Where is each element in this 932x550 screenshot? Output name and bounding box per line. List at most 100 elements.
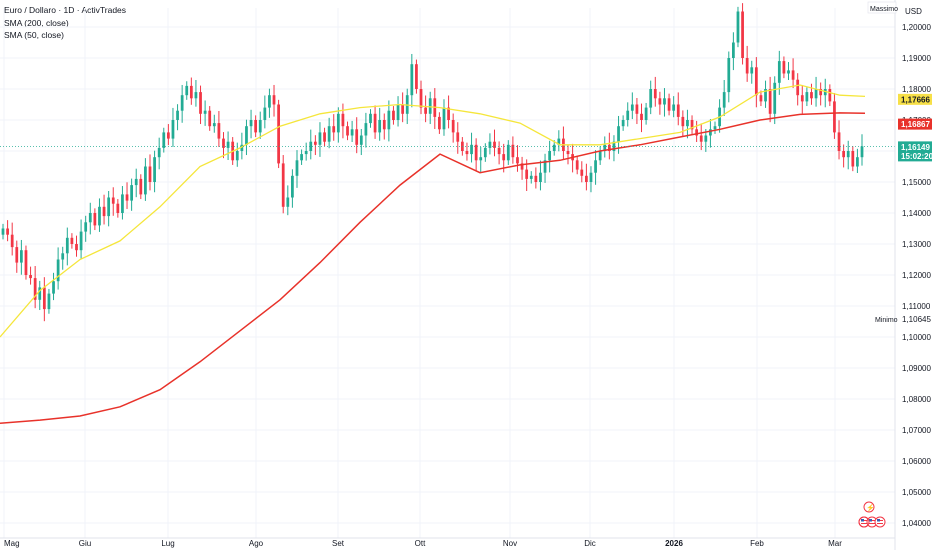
candle[interactable] [759, 95, 763, 102]
candle[interactable] [52, 281, 55, 294]
candle[interactable] [741, 11, 744, 59]
candle[interactable] [465, 151, 469, 155]
candle[interactable] [479, 157, 483, 161]
candle[interactable] [272, 95, 276, 105]
candle[interactable] [176, 110, 179, 120]
candle[interactable] [856, 157, 859, 167]
candle[interactable] [382, 120, 386, 130]
candle[interactable] [543, 160, 547, 173]
symbol-title[interactable]: Euro / Dollaro · 1D · ActivTrades [4, 5, 127, 15]
candle[interactable] [837, 132, 841, 151]
candle[interactable] [194, 92, 198, 99]
candle[interactable] [502, 154, 506, 161]
candle[interactable] [672, 104, 676, 111]
candle[interactable] [814, 89, 818, 99]
candle[interactable] [65, 237, 69, 254]
candle[interactable] [598, 151, 602, 161]
candle[interactable] [529, 175, 533, 179]
candle[interactable] [860, 146, 864, 158]
candle[interactable] [796, 79, 800, 96]
candle[interactable] [212, 123, 216, 127]
candle[interactable] [736, 11, 740, 43]
candle[interactable] [107, 197, 111, 217]
candle[interactable] [148, 166, 152, 183]
eu-flag-icon[interactable] [858, 516, 870, 528]
candle[interactable] [566, 151, 570, 155]
candle[interactable] [626, 110, 630, 120]
candle[interactable] [240, 144, 244, 151]
candle[interactable] [157, 147, 161, 158]
candle[interactable] [359, 135, 363, 145]
candle[interactable] [681, 116, 685, 127]
candle[interactable] [594, 160, 597, 173]
candle[interactable] [800, 95, 804, 102]
candle[interactable] [520, 163, 524, 170]
candle[interactable] [387, 110, 391, 130]
candle[interactable] [525, 169, 529, 179]
candle[interactable] [483, 147, 487, 158]
candle[interactable] [304, 151, 308, 155]
candle[interactable] [704, 135, 708, 142]
candle[interactable] [15, 247, 19, 263]
candle[interactable] [506, 144, 510, 161]
candle[interactable] [750, 67, 754, 74]
candle[interactable] [534, 175, 538, 182]
candle[interactable] [777, 61, 781, 83]
candle[interactable] [699, 135, 703, 142]
candle[interactable] [640, 113, 643, 120]
candle[interactable] [364, 123, 368, 136]
candle[interactable] [309, 141, 313, 151]
currency-label[interactable]: USD [905, 7, 922, 16]
candle[interactable] [851, 151, 855, 167]
candle[interactable] [787, 70, 790, 74]
candle[interactable] [419, 89, 423, 108]
candle[interactable] [585, 175, 588, 182]
candle[interactable] [189, 85, 193, 99]
candle[interactable] [378, 120, 382, 133]
candle[interactable] [203, 110, 207, 114]
candle[interactable] [1, 228, 5, 235]
candle[interactable] [424, 107, 427, 114]
candle[interactable] [313, 141, 317, 145]
candle[interactable] [369, 113, 372, 124]
candle[interactable] [199, 92, 202, 114]
candle[interactable] [516, 157, 519, 164]
candle[interactable] [222, 138, 225, 148]
candle[interactable] [153, 157, 156, 182]
candle[interactable] [185, 85, 189, 96]
candle[interactable] [410, 64, 414, 96]
us-flag-icon[interactable] [874, 516, 886, 528]
candle[interactable] [607, 144, 611, 151]
candle[interactable] [782, 61, 786, 74]
candle[interactable] [249, 120, 253, 127]
candle[interactable] [456, 132, 460, 142]
candle[interactable] [791, 70, 795, 80]
candle[interactable] [286, 197, 290, 207]
sma50-line[interactable] [0, 84, 866, 338]
candle[interactable] [732, 42, 735, 59]
candle[interactable] [226, 141, 230, 148]
candle[interactable] [6, 228, 9, 235]
candle[interactable] [396, 104, 400, 121]
candle[interactable] [93, 213, 97, 226]
candle[interactable] [846, 151, 850, 158]
candle[interactable] [713, 126, 717, 130]
candle[interactable] [630, 104, 634, 111]
candle[interactable] [29, 275, 32, 279]
candle[interactable] [727, 58, 731, 93]
candle[interactable] [33, 278, 37, 300]
candle[interactable] [38, 287, 42, 300]
candle[interactable] [428, 98, 432, 114]
candle[interactable] [438, 116, 441, 130]
candle[interactable] [676, 104, 680, 117]
candle[interactable] [603, 144, 607, 151]
candle[interactable] [754, 67, 758, 96]
candle[interactable] [493, 141, 496, 148]
candle[interactable] [139, 178, 143, 195]
candle[interactable] [171, 120, 175, 139]
candle[interactable] [300, 154, 303, 161]
candle[interactable] [828, 89, 832, 102]
candle[interactable] [295, 160, 299, 176]
candle[interactable] [833, 101, 836, 133]
